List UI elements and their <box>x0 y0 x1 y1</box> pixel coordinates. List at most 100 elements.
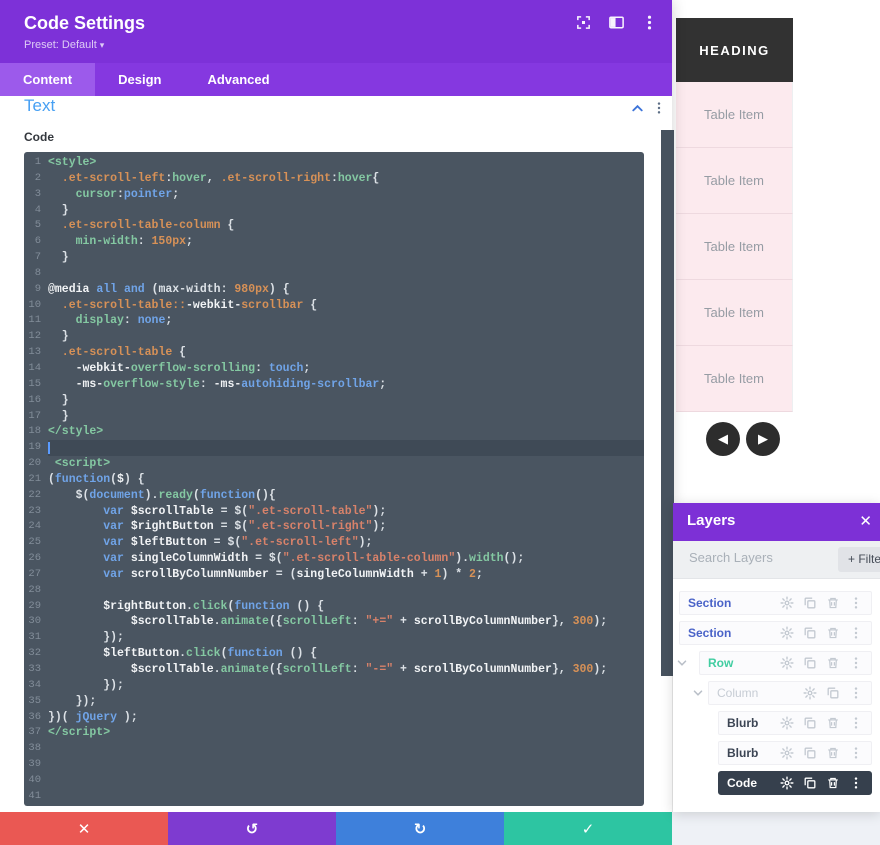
redo-button[interactable]: ↻ <box>336 812 504 845</box>
layers-panel: Layers ✕ + Filter Section Section Row Colum… <box>673 503 880 812</box>
preset-selector[interactable]: Preset: Default ▾ <box>24 39 105 51</box>
search-layers-input[interactable] <box>687 549 826 566</box>
layer-card[interactable]: Code <box>718 771 872 795</box>
page-background-strip <box>661 130 674 676</box>
layers-title: Layers <box>687 512 736 529</box>
layer-row-section: Section <box>673 591 880 615</box>
trash-icon[interactable] <box>826 656 840 670</box>
expand-icon[interactable] <box>575 14 592 31</box>
code-editor[interactable]: 1 <style> 2 .et-scroll-left:hover, .et-scr… <box>24 152 644 806</box>
line-number: 25 <box>28 536 41 549</box>
dots-menu-icon[interactable] <box>849 746 863 760</box>
preset-caret-icon: ▾ <box>99 40 105 50</box>
code-line: 11 display: none; <box>24 313 644 329</box>
gear-icon[interactable] <box>780 656 794 670</box>
line-number: 21 <box>28 472 41 485</box>
tab-design[interactable]: Design <box>118 72 162 87</box>
layer-label: Blurb <box>727 716 759 730</box>
dots-menu-icon[interactable] <box>849 596 863 610</box>
gear-icon[interactable] <box>780 596 794 610</box>
table-row: Table Item <box>676 346 793 412</box>
layers-searchbar: + Filter <box>673 541 880 579</box>
section-menu-icon[interactable] <box>652 100 666 116</box>
code-line: 10 .et-scroll-table::-webkit-scrollbar { <box>24 298 644 314</box>
line-number: 34 <box>28 678 41 691</box>
scroll-right-button[interactable]: ▶ <box>746 422 780 456</box>
layer-label: Blurb <box>727 746 759 760</box>
modal-body: Text Code 1 <style> 2 .et-scroll-left:hove… <box>0 96 672 812</box>
chevron-up-icon[interactable] <box>630 101 645 116</box>
line-number: 20 <box>28 457 41 470</box>
modal-title: Code Settings <box>24 13 146 33</box>
duplicate-icon[interactable] <box>803 656 817 670</box>
line-number: 1 <box>34 156 41 168</box>
line-number: 6 <box>34 235 41 248</box>
code-line: 22 $(document).ready(function(){ <box>24 488 644 504</box>
filter-button[interactable]: + Filter <box>838 547 880 572</box>
code-line: 8 <box>24 266 644 282</box>
duplicate-icon[interactable] <box>803 626 817 640</box>
trash-icon[interactable] <box>826 716 840 730</box>
code-line: 25 var $leftButton = $(".et-scroll-left"… <box>24 535 644 551</box>
layers-list: Section Section Row Column Blurb Blurb Code <box>673 579 880 795</box>
trash-icon[interactable] <box>826 596 840 610</box>
tab-content[interactable]: Content <box>0 63 96 96</box>
layer-label: Column <box>717 686 759 700</box>
duplicate-icon[interactable] <box>803 746 817 760</box>
line-number: 17 <box>28 409 41 422</box>
scroll-left-button[interactable]: ◀ <box>706 422 740 456</box>
dots-menu-icon[interactable] <box>849 716 863 730</box>
duplicate-icon[interactable] <box>826 686 840 700</box>
trash-icon[interactable] <box>826 746 840 760</box>
gear-icon[interactable] <box>780 626 794 640</box>
code-line: 12 } <box>24 329 644 345</box>
layers-close-icon[interactable]: ✕ <box>859 512 872 530</box>
line-number: 33 <box>28 663 41 675</box>
modal-menu-icon[interactable] <box>641 14 658 31</box>
layer-card[interactable]: Section <box>679 591 872 615</box>
discard-button[interactable]: ✕ <box>0 812 168 845</box>
chevron-down-icon[interactable] <box>691 686 705 700</box>
split-view-icon[interactable] <box>608 14 625 31</box>
code-line: 30 $scrollTable.animate({scrollLeft: "+=… <box>24 614 644 630</box>
chevron-down-icon[interactable] <box>675 656 689 670</box>
save-button[interactable]: ✓ <box>504 812 672 845</box>
duplicate-icon[interactable] <box>803 716 817 730</box>
trash-icon[interactable] <box>826 626 840 640</box>
code-line: 26 var singleColumnWidth = $(".et-scroll… <box>24 551 644 567</box>
table-row: Table Item <box>676 214 793 280</box>
code-line: 5 .et-scroll-table-column { <box>24 218 644 234</box>
gear-icon[interactable] <box>780 716 794 730</box>
layer-card[interactable]: Section <box>679 621 872 645</box>
layer-card[interactable]: Blurb <box>718 741 872 765</box>
layer-card[interactable]: Column <box>708 681 872 705</box>
page-corner <box>672 812 880 845</box>
dots-menu-icon[interactable] <box>849 686 863 700</box>
table-row: Table Item <box>676 280 793 346</box>
line-number: 29 <box>28 599 41 612</box>
layer-card[interactable]: Row <box>699 651 872 675</box>
dots-menu-icon[interactable] <box>849 656 863 670</box>
line-number: 26 <box>28 552 41 565</box>
undo-button[interactable]: ↺ <box>168 812 336 845</box>
dots-menu-icon[interactable] <box>849 626 863 640</box>
layer-row-code: Code <box>673 771 880 795</box>
layer-label: Section <box>688 626 732 640</box>
gear-icon[interactable] <box>780 746 794 760</box>
gear-icon[interactable] <box>780 776 794 790</box>
dots-menu-icon[interactable] <box>849 776 863 790</box>
code-settings-modal: Code Settings Preset: Default ▾ Content De… <box>0 0 672 845</box>
gear-icon[interactable] <box>803 686 817 700</box>
preview-table: HEADING Table Item Table Item Table Item Ta… <box>676 18 793 412</box>
duplicate-icon[interactable] <box>803 776 817 790</box>
layers-header[interactable]: Layers ✕ <box>673 503 880 541</box>
line-number: 23 <box>28 504 41 517</box>
code-line: 16 } <box>24 393 644 409</box>
tab-advanced[interactable]: Advanced <box>207 72 270 87</box>
line-number: 39 <box>28 758 41 771</box>
layer-card[interactable]: Blurb <box>718 711 872 735</box>
trash-icon[interactable] <box>826 776 840 790</box>
duplicate-icon[interactable] <box>803 596 817 610</box>
line-number: 15 <box>28 377 41 390</box>
line-number: 38 <box>28 742 41 755</box>
